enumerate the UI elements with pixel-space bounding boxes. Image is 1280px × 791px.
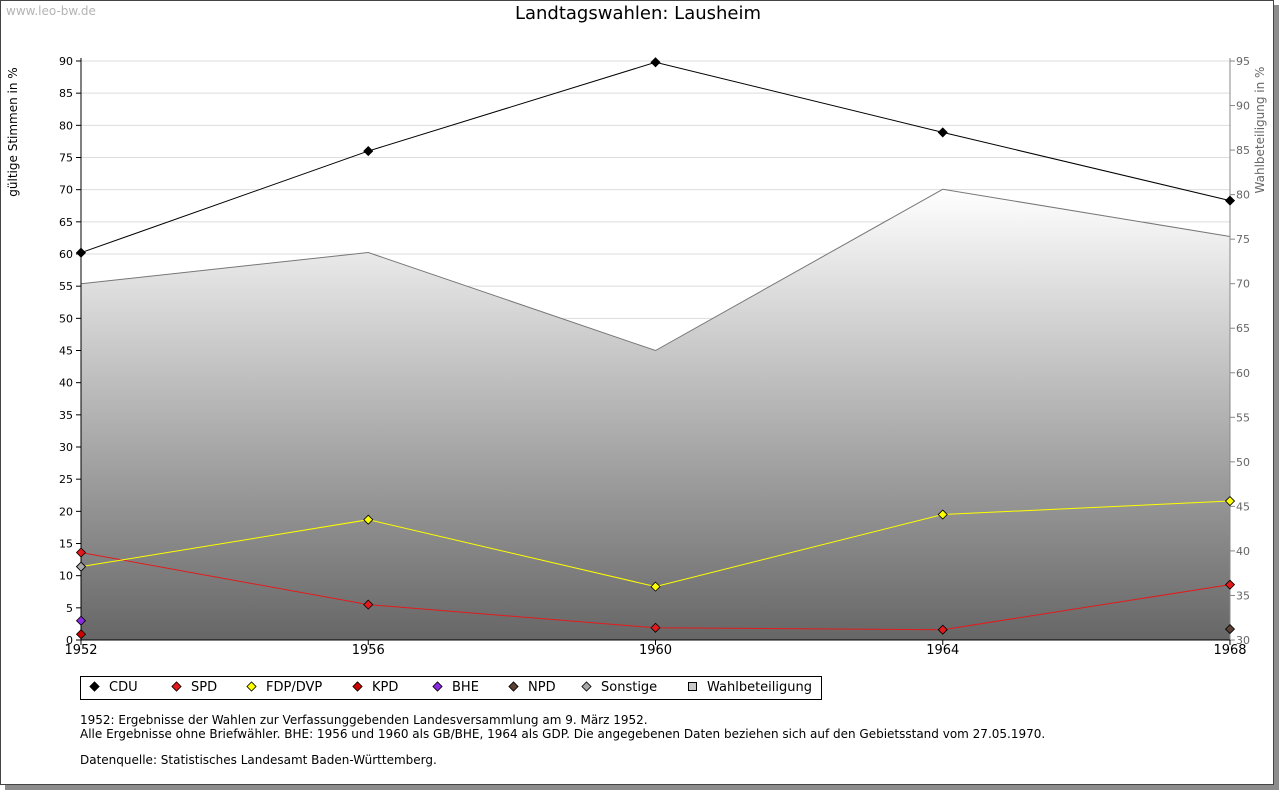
legend-item: Wahlbeteiligung [688, 680, 812, 695]
turnout-area [81, 189, 1230, 641]
y-tick-label: 45 [59, 345, 73, 358]
y2-tick-label: 80 [1236, 189, 1250, 202]
data-point [937, 624, 948, 635]
x-tick-label: 1956 [352, 643, 385, 658]
legend-item: CDU [89, 680, 138, 695]
y2-tick-label: 90 [1236, 100, 1250, 113]
data-point [363, 599, 374, 610]
data-point [650, 581, 661, 592]
legend-diamond-icon [171, 681, 182, 692]
y2-tick-label: 85 [1236, 144, 1250, 157]
legend-square-icon [688, 682, 697, 691]
legend-item: Sonstige [581, 680, 658, 695]
data-point [75, 615, 87, 626]
data-point [650, 57, 661, 68]
legend-diamond-icon [246, 681, 257, 692]
turnout-area-layer [80, 188, 1231, 641]
legend-item: KPD [352, 680, 399, 695]
y-tick-label: 5 [66, 602, 73, 615]
turnout-line [80, 188, 1231, 352]
y2-tick-label: 35 [1236, 589, 1250, 602]
data-point [363, 146, 374, 157]
data-point [75, 629, 87, 640]
y-tick-label: 70 [59, 184, 73, 197]
y2-tick-label: 75 [1236, 233, 1250, 246]
data-point [1224, 195, 1236, 206]
y2-tick-label: 55 [1236, 411, 1250, 424]
y-tick-label: 90 [59, 55, 73, 68]
data-point [363, 514, 374, 525]
legend-item: FDP/DVP [246, 680, 323, 695]
legend-item: BHE [432, 680, 479, 695]
y2-tick-label: 45 [1236, 500, 1250, 513]
chart-svg: 0 5 10 15 20 25 30 35 40 45 50 55 60 65 70 75 80 85 90 30 35… [6, 55, 1267, 658]
legend-label: NPD [528, 680, 556, 695]
legend-label: FDP/DVP [266, 680, 323, 695]
axes: 0 5 10 15 20 25 30 35 40 45 50 55 60 65 70 75 80 85 90 30 35… [59, 55, 1250, 658]
y2-tick-label: 60 [1236, 367, 1250, 380]
legend-label: Sonstige [601, 680, 658, 695]
y-tick-label: 0 [66, 634, 73, 647]
footnote-1: 1952: Ergebnisse der Wahlen zur Verfassu… [80, 713, 648, 727]
y-tick-label: 85 [59, 87, 73, 100]
footnotes: 1952: Ergebnisse der Wahlen zur Verfassu… [80, 713, 1045, 767]
y-tick-label: 65 [59, 216, 73, 229]
y-tick-label: 55 [59, 280, 73, 293]
y2-tick-label: 40 [1236, 545, 1250, 558]
y-tick-label: 20 [59, 505, 73, 518]
data-point [937, 127, 948, 138]
y-tick-label: 15 [59, 538, 73, 551]
legend-label: SPD [191, 680, 218, 695]
chart-title: Landtagswahlen: Lausheim [514, 3, 762, 24]
y-tick-label: 75 [59, 152, 73, 165]
y2-tick-label: 30 [1236, 634, 1250, 647]
legend-item: NPD [508, 680, 556, 695]
legend-label: CDU [109, 680, 138, 695]
legend: CDU SPD FDP/DVP KPD BHE NPD Sonstige Wahlbeteil… [80, 676, 822, 700]
data-point [937, 509, 948, 520]
y2-tick-label: 95 [1236, 55, 1250, 68]
y-tick-label: 80 [59, 119, 73, 132]
watermark: www.leo-bw.de [6, 4, 96, 18]
data-point [75, 247, 87, 258]
legend-label: KPD [372, 680, 399, 695]
data-point [1224, 579, 1236, 590]
legend-diamond-icon [508, 681, 519, 692]
y-tick-label: 30 [59, 441, 73, 454]
y2-tick-label: 50 [1236, 456, 1250, 469]
y2-tick-label: 65 [1236, 322, 1250, 335]
legend-item: SPD [171, 680, 218, 695]
y-tick-label: 10 [59, 570, 73, 583]
x-tick-label: 1964 [926, 643, 959, 658]
legend-diamond-icon [432, 681, 443, 692]
y-tick-label: 60 [59, 248, 73, 261]
legend-diamond-icon [581, 681, 592, 692]
y-tick-label: 25 [59, 473, 73, 486]
data-point [1224, 623, 1236, 635]
y2-axis-label: Wahlbeteiligung in % [1253, 67, 1267, 194]
footnote-2: Alle Ergebnisse ohne Briefwähler. BHE: 1… [80, 727, 1046, 741]
legend-label: BHE [452, 680, 479, 695]
series-markers [75, 57, 1236, 640]
data-point [1224, 495, 1236, 507]
footnote-source: Datenquelle: Statistisches Landesamt Bad… [80, 753, 437, 767]
x-tick-label: 1952 [64, 643, 97, 658]
footnote-spacer [80, 741, 1045, 753]
data-point [75, 547, 87, 558]
y-axis-label: gültige Stimmen in % [6, 67, 20, 196]
y-tick-label: 40 [59, 377, 73, 390]
legend-diamond-icon [89, 681, 100, 692]
y2-tick-label: 70 [1236, 278, 1250, 291]
legend-diamond-icon [352, 681, 363, 692]
legend-label: Wahlbeteiligung [707, 680, 813, 695]
x-tick-label: 1960 [639, 643, 672, 658]
x-tick-label: 1968 [1213, 643, 1246, 658]
data-point [650, 622, 661, 633]
data-point [75, 561, 87, 572]
y-tick-label: 35 [59, 409, 73, 422]
y-tick-label: 50 [59, 312, 73, 325]
